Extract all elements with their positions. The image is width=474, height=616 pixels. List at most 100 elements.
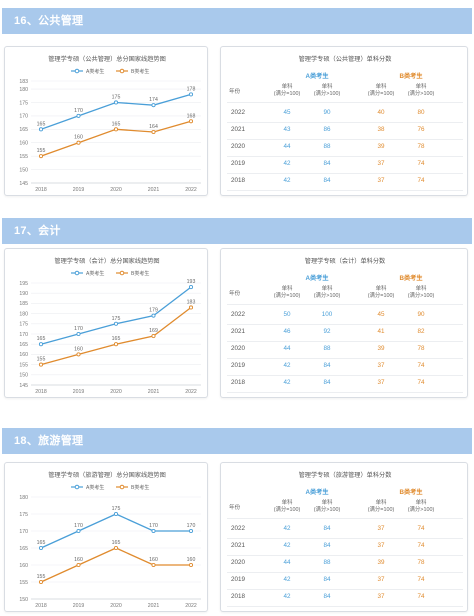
table-cell: 90	[323, 109, 331, 116]
line-chart: A类考生 B类考生 150 155 160 165 170 175 180 2018 2019 202…	[19, 484, 201, 609]
data-label: 160	[149, 557, 158, 563]
score-table-panel: 管理学专硕（公共管理）单科分数 A类考生 B类考生 年份 单科 (满分=100) 单…	[220, 46, 468, 196]
table-cell: 92	[323, 328, 331, 335]
x-tick-label: 2020	[110, 603, 122, 609]
legend-marker-a	[74, 270, 80, 276]
data-label: 165	[37, 121, 46, 127]
data-point	[113, 511, 119, 517]
year-header: 年份	[229, 505, 241, 511]
x-tick-label: 2018	[35, 389, 47, 395]
legend-marker-b	[119, 270, 125, 276]
row-divider	[227, 572, 463, 573]
y-tick-label: 190	[19, 291, 28, 297]
data-point	[76, 140, 81, 145]
table-cell: 50	[283, 311, 291, 318]
data-label: 174	[149, 97, 158, 103]
data-label: 165	[112, 121, 121, 127]
y-tick-label: 170	[19, 114, 28, 120]
group-b-label: B类考生	[399, 489, 423, 496]
y-tick-label: 165	[19, 342, 28, 348]
table-cell: 74	[417, 362, 425, 369]
data-point	[38, 342, 44, 347]
table-cell: 45	[283, 109, 291, 116]
table-cell-year: 2022	[231, 525, 246, 532]
data-point	[113, 127, 119, 132]
table-cell: 76	[417, 126, 425, 133]
y-tick-label: 160	[19, 352, 28, 358]
data-label: 170	[187, 523, 196, 529]
section-public-management: 16、公共管理 管理学专硕（公共管理）总分国家线趋势图 A类考生 B类考生 145 1…	[0, 8, 474, 200]
table-cell: 38	[377, 126, 385, 133]
data-label: 165	[112, 336, 121, 342]
table-cell: 78	[417, 345, 425, 352]
data-point	[38, 545, 44, 551]
row-divider	[227, 102, 463, 103]
data-label: 170	[74, 326, 83, 332]
year-header: 年份	[229, 291, 241, 297]
x-tick-label: 2018	[35, 603, 47, 609]
column-header: 单科 (满分>100)	[407, 286, 435, 299]
column-header: 单科 (满分=100)	[367, 286, 395, 299]
data-point	[188, 305, 194, 310]
row-divider	[227, 606, 463, 607]
row-divider	[227, 173, 463, 174]
table-cell: 74	[417, 576, 425, 583]
legend-marker-a	[74, 68, 80, 74]
legend-marker-a	[74, 484, 80, 490]
column-header: 单科 (满分>100)	[407, 84, 435, 97]
table-cell: 37	[377, 593, 385, 600]
y-tick-label: 185	[19, 301, 28, 307]
chart-panel: 管理学专硕（会计）总分国家线趋势图 A类考生 B类考生 145 150 155 160 16…	[4, 248, 208, 398]
data-point	[38, 362, 44, 367]
data-point	[113, 545, 119, 551]
table-cell: 74	[417, 379, 425, 386]
year-header: 年份	[229, 89, 241, 95]
row-divider	[227, 518, 463, 519]
column-header: 单科 (满分=100)	[273, 500, 301, 513]
group-b-label: B类考生	[399, 275, 423, 282]
row-divider	[227, 304, 463, 305]
y-tick-label: 175	[19, 322, 28, 328]
table-cell: 40	[377, 109, 385, 116]
y-tick-label: 175	[19, 100, 28, 106]
data-label: 193	[187, 279, 196, 285]
table-cell: 45	[377, 311, 385, 318]
data-point	[113, 100, 119, 105]
table-cell: 39	[377, 143, 385, 150]
table-cell-year: 2021	[231, 542, 246, 549]
table-cell-year: 2019	[231, 160, 246, 167]
y-tick-label: 180	[19, 87, 28, 93]
table-cell: 42	[283, 593, 291, 600]
legend-label-b: B类考生	[131, 68, 149, 75]
row-divider	[227, 375, 463, 376]
table-cell: 100	[321, 311, 333, 318]
chart-title: 管理学专硕（公共管理）总分国家线趋势图	[48, 56, 166, 63]
legend-marker-b	[119, 484, 125, 490]
data-point	[188, 528, 194, 534]
row-divider	[227, 538, 463, 539]
section-header: 18、旅游管理	[2, 428, 472, 454]
x-tick-label: 2019	[73, 603, 85, 609]
data-label: 165	[37, 336, 46, 342]
table-title: 管理学专硕（会计）单科分数	[304, 258, 386, 265]
chart-title: 管理学专硕（旅游管理）总分国家线趋势图	[48, 472, 166, 479]
legend-label-a: A类考生	[86, 68, 104, 75]
table-cell: 37	[377, 576, 385, 583]
line-chart: A类考生 B类考生 145 150 155 160 165 170 175 180 185 190 19…	[19, 270, 201, 395]
table-title: 管理学专硕（旅游管理）单科分数	[298, 472, 392, 479]
data-point	[38, 579, 44, 585]
table-cell: 74	[417, 525, 425, 532]
score-table-panel: 管理学专硕（旅游管理）单科分数 A类考生 B类考生 年份 单科 (满分=100) 单…	[220, 462, 468, 612]
table-cell: 37	[377, 379, 385, 386]
data-point	[151, 103, 156, 108]
data-label: 175	[112, 316, 121, 322]
row-divider	[227, 589, 463, 590]
y-tick-label: 150	[19, 167, 28, 173]
table-cell: 42	[283, 542, 291, 549]
y-tick-label: 183	[19, 79, 28, 85]
table-cell: 78	[417, 559, 425, 566]
table-cell-year: 2018	[231, 177, 246, 184]
y-tick-label: 145	[19, 383, 28, 389]
table-cell: 74	[417, 160, 425, 167]
row-divider	[227, 555, 463, 556]
